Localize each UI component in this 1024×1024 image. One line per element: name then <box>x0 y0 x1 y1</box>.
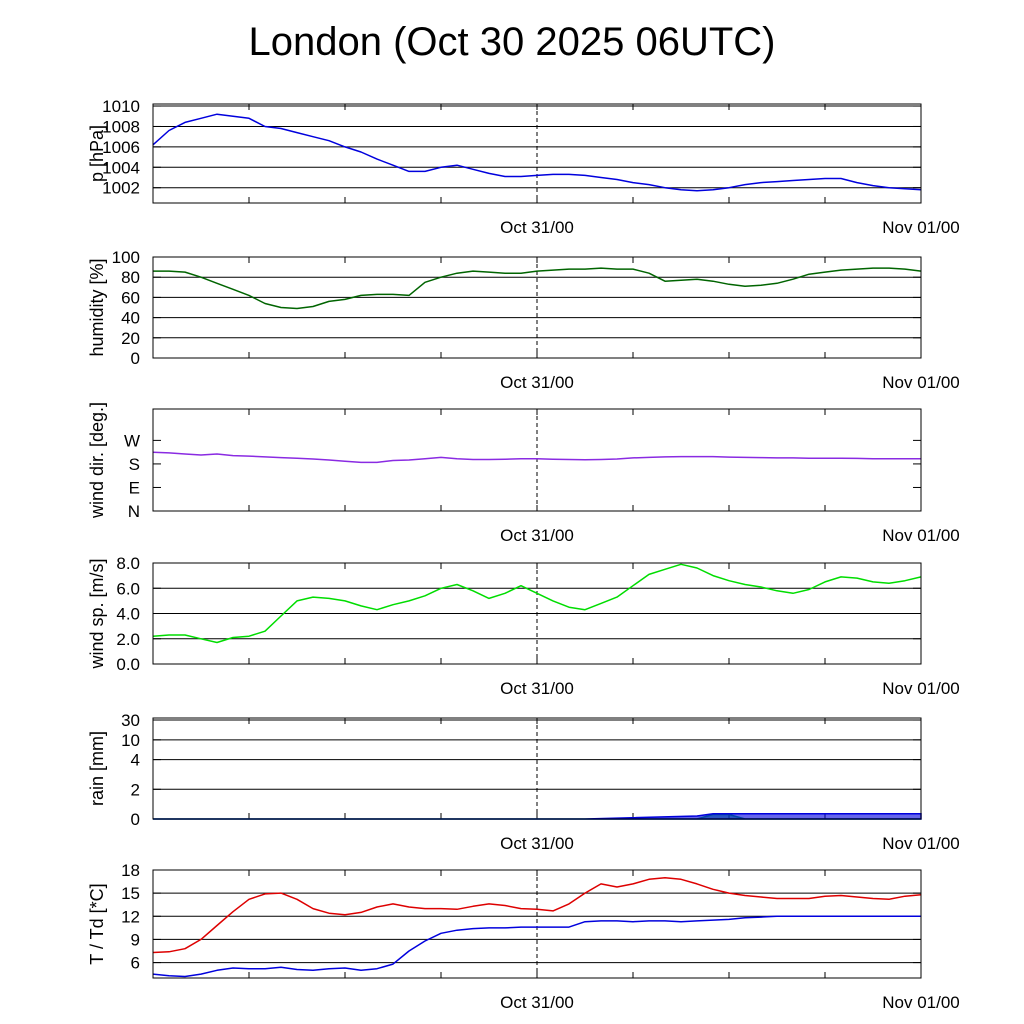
rain-ytick-label: 2 <box>131 780 140 799</box>
rain-ytick-label: 10 <box>121 731 140 750</box>
temperature_dewpoint-ytick-label: 9 <box>131 930 140 949</box>
wind_direction-ytick-label: W <box>124 431 140 450</box>
wind_speed-ytick-label: 4.0 <box>116 605 140 624</box>
wind_speed-ytick-label: 0.0 <box>116 655 140 674</box>
humidity-ytick-label: 0 <box>131 349 140 368</box>
wind_speed-ytick-label: 2.0 <box>116 630 140 649</box>
humidity-xtick-label: Nov 01/00 <box>882 373 960 392</box>
humidity-ytick-label: 40 <box>121 309 140 328</box>
wind_direction-frame <box>152 408 922 512</box>
rain-frame <box>152 717 922 820</box>
wind_speed-frame <box>152 562 922 665</box>
humidity-ytick-label: 60 <box>121 288 140 307</box>
pressure-series-0 <box>152 113 922 192</box>
wind_direction-ylabel: wind dir. [deg.] <box>87 402 107 519</box>
humidity-ytick-label: 80 <box>121 268 140 287</box>
wind_speed-ytick-label: 8.0 <box>116 554 140 573</box>
temperature_dewpoint-ytick-label: 6 <box>131 954 140 973</box>
rain-ytick-label: 4 <box>131 751 140 770</box>
wind_speed-xtick-label: Nov 01/00 <box>882 679 960 698</box>
rain-xtick-label: Oct 31/00 <box>500 834 574 853</box>
pressure-ytick-label: 1006 <box>102 138 140 157</box>
temperature_dewpoint-ylabel: T / Td [*C] <box>87 883 107 964</box>
wind_speed-series-0 <box>152 563 922 644</box>
humidity-frame <box>152 256 922 359</box>
pressure-xtick-label: Oct 31/00 <box>500 218 574 237</box>
chart-title: London (Oct 30 2025 06UTC) <box>248 20 776 64</box>
temperature_dewpoint-series-0 <box>152 876 922 954</box>
temperature_dewpoint-series-1 <box>152 915 921 978</box>
pressure-frame <box>152 103 922 204</box>
humidity-ytick-label: 20 <box>121 329 140 348</box>
humidity-series-0 <box>153 267 922 310</box>
temperature_dewpoint-frame <box>152 869 922 979</box>
pressure-ytick-label: 1010 <box>102 97 140 116</box>
temperature_dewpoint-ytick-label: 12 <box>121 907 140 926</box>
pressure-ytick-label: 1008 <box>102 117 140 136</box>
humidity-ylabel: humidity [%] <box>87 258 107 356</box>
humidity-ytick-label: 100 <box>112 248 140 267</box>
temperature_dewpoint-xtick-label: Nov 01/00 <box>882 993 960 1012</box>
temperature_dewpoint-ytick-label: 18 <box>121 861 140 880</box>
wind_speed-xtick-label: Oct 31/00 <box>500 679 574 698</box>
wind_direction-ytick-label: S <box>129 455 140 474</box>
wind_speed-ytick-label: 6.0 <box>116 579 140 598</box>
rain-ytick-label: 0 <box>131 810 140 829</box>
pressure-ytick-label: 1004 <box>102 158 140 177</box>
humidity-xtick-label: Oct 31/00 <box>500 373 574 392</box>
rain-ytick-label: 30 <box>121 711 140 730</box>
wind_direction-ytick-label: E <box>129 478 140 497</box>
wind_direction-xtick-label: Oct 31/00 <box>500 526 574 545</box>
temperature_dewpoint-xtick-label: Oct 31/00 <box>500 993 574 1012</box>
rain-xtick-label: Nov 01/00 <box>882 834 960 853</box>
pressure-xtick-label: Nov 01/00 <box>882 218 960 237</box>
wind_direction-xtick-label: Nov 01/00 <box>882 526 960 545</box>
temperature_dewpoint-ytick-label: 15 <box>121 884 140 903</box>
rain-ylabel: rain [mm] <box>87 731 107 806</box>
pressure-ylabel: p [hPa] <box>87 125 107 182</box>
wind_direction-ytick-label: N <box>128 502 140 521</box>
wind_direction-series-0 <box>152 451 921 464</box>
pressure-ytick-label: 1002 <box>102 179 140 198</box>
wind_speed-ylabel: wind sp. [m/s] <box>87 558 107 669</box>
